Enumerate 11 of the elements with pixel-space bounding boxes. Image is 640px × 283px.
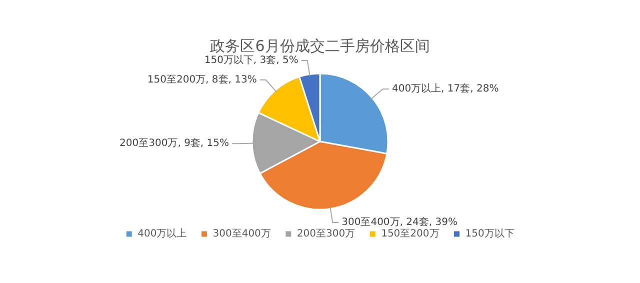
- chart-title: 政务区6月份成交二手房价格区间: [210, 36, 430, 55]
- data-label: 400万以上, 17套, 28%: [392, 82, 499, 95]
- legend-label: 200至300万: [296, 228, 356, 240]
- data-label: 150至200万, 8套, 13%: [147, 74, 257, 86]
- data-label: 200至300万, 9套, 15%: [120, 137, 230, 150]
- data-label: 300至400万, 24套, 39%: [342, 216, 458, 228]
- legend-label: 300至400万: [212, 228, 271, 240]
- legend-label: 400万以上: [138, 228, 187, 240]
- data-label: 150万以下, 3套, 5%: [204, 54, 298, 66]
- legend-label: 150至200万: [381, 228, 440, 240]
- legend-label: 150万以下: [465, 228, 514, 240]
